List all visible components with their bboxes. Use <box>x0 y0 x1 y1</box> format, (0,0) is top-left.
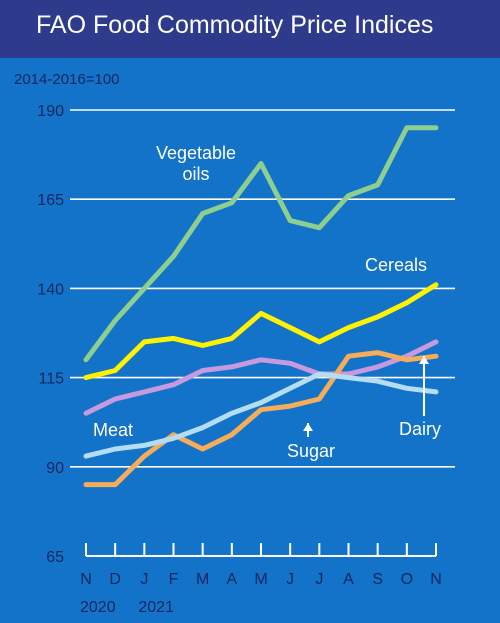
y-tick-label-90: 90 <box>46 460 64 477</box>
series-line-cereals <box>83 282 439 381</box>
chart-subtitle: 2014-2016=100 <box>14 71 120 88</box>
y-tick-label-140: 140 <box>37 281 64 298</box>
series-label-cereals: Cereals <box>365 255 427 275</box>
x-tick-label: S <box>372 571 383 588</box>
x-tick-label: D <box>109 571 121 588</box>
series-line-meat <box>83 339 439 416</box>
x-tick-label: J <box>140 571 148 588</box>
series-lines <box>83 125 439 488</box>
y-tick-label-115: 115 <box>38 371 64 388</box>
year-label-2020: 2020 <box>80 599 116 616</box>
x-tick-label: J <box>315 571 323 588</box>
x-tick-label: O <box>401 571 413 588</box>
series-line-vegetable-oils <box>83 125 439 363</box>
x-tick-label: M <box>254 571 267 588</box>
y-tick-label-165: 165 <box>37 192 64 209</box>
series-label-sugar: Sugar <box>287 441 335 461</box>
series-line-dairy <box>83 371 439 459</box>
x-tick-label: N <box>80 571 92 588</box>
chart-title: FAO Food Commodity Price Indices <box>36 11 434 39</box>
series-label-dairy: Dairy <box>399 419 441 439</box>
x-tick-label: N <box>430 571 442 588</box>
y-axis-tick-labels: 65 90 115 140 165 190 <box>37 103 64 566</box>
year-label-2021: 2021 <box>138 599 174 616</box>
x-tick-label: A <box>226 571 237 588</box>
series-line-sugar <box>83 350 439 488</box>
x-tick-label: F <box>169 571 179 588</box>
title-bar: FAO Food Commodity Price Indices <box>0 0 500 58</box>
x-tick-label: A <box>343 571 354 588</box>
x-tick-label: M <box>196 571 209 588</box>
sugar-pointer-arrow-head <box>303 423 313 431</box>
series-label-vegetable-oils: oils <box>182 164 209 184</box>
y-tick-label-65: 65 <box>46 549 64 566</box>
x-tick-label: J <box>286 571 294 588</box>
series-label-vegetable-oils: Vegetable <box>156 143 236 163</box>
series-label-meat: Meat <box>93 420 133 440</box>
y-tick-label-190: 190 <box>37 103 64 120</box>
dairy-pointer-arrow-head <box>419 356 429 364</box>
